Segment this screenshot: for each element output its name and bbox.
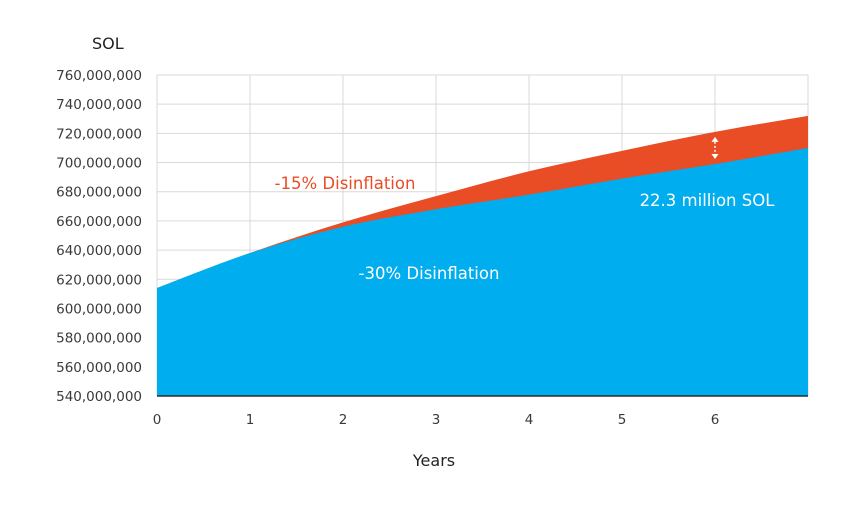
y-tick-label: 620,000,000	[56, 272, 142, 288]
y-tick-label: 740,000,000	[56, 97, 142, 113]
y-tick-label: 600,000,000	[56, 301, 142, 317]
y-tick-label: 540,000,000	[56, 389, 142, 405]
y-tick-label: 580,000,000	[56, 331, 142, 347]
x-tick-label: 0	[153, 412, 162, 428]
series-label-30pct: -30% Disinflation	[359, 264, 500, 283]
x-tick-label: 1	[246, 412, 255, 428]
y-tick-label: 680,000,000	[56, 185, 142, 201]
series-label-15pct: -15% Disinflation	[275, 174, 416, 193]
x-tick-label: 6	[711, 412, 720, 428]
gap-arrow-head-down	[711, 154, 719, 160]
x-tick-label: 5	[618, 412, 627, 428]
area-30pct-disinflation	[157, 147, 808, 396]
gap-annotation-label: 22.3 million SOL	[640, 191, 776, 210]
y-axis-title: SOL	[92, 34, 124, 53]
y-tick-label: 640,000,000	[56, 243, 142, 259]
y-tick-label: 700,000,000	[56, 156, 142, 172]
x-tick-label: 2	[339, 412, 348, 428]
x-tick-label: 3	[432, 412, 441, 428]
plot-areas	[157, 115, 808, 396]
y-tick-label: 720,000,000	[56, 126, 142, 142]
chart-labels: -15% Disinflation -30% Disinflation 22.3 m…	[275, 136, 776, 283]
y-tick-label: 760,000,000	[56, 68, 142, 84]
axes: 540,000,000 560,000,000 580,000,000 600,000…	[56, 68, 808, 428]
x-axis-title: Years	[412, 451, 455, 470]
y-tick-label: 560,000,000	[56, 360, 142, 376]
y-tick-label: 660,000,000	[56, 214, 142, 230]
x-tick-label: 4	[525, 412, 534, 428]
gap-arrow-head-up	[711, 136, 719, 142]
